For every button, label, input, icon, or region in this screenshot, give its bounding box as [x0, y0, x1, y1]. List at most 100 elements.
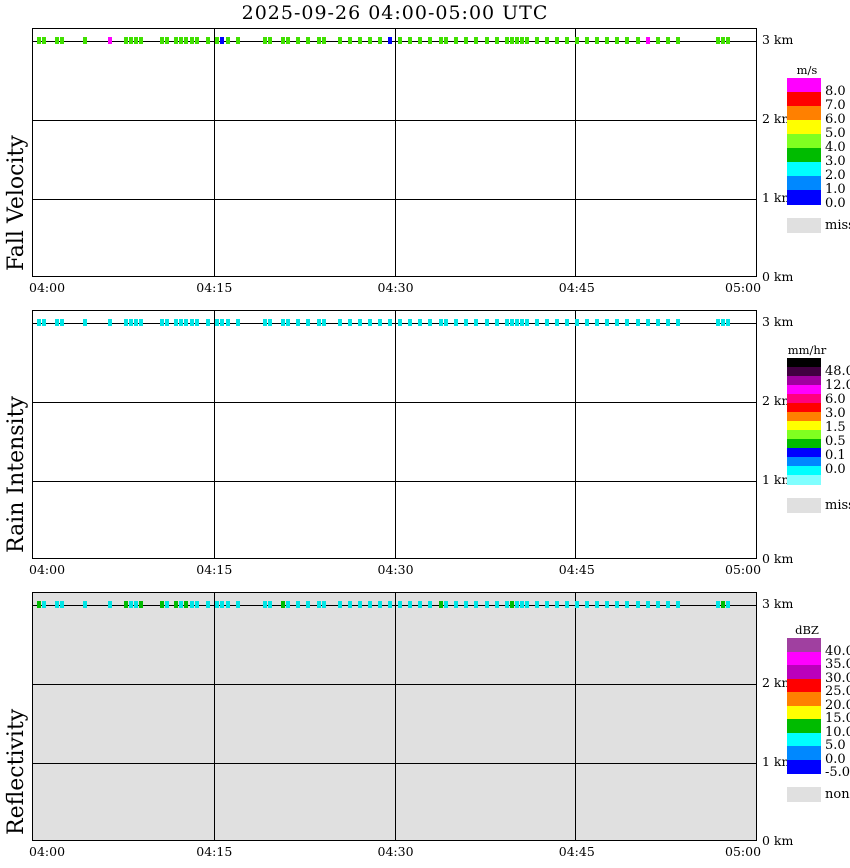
- data-point: [666, 319, 670, 326]
- data-point: [268, 37, 272, 44]
- data-point: [585, 37, 589, 44]
- data-point: [646, 37, 650, 44]
- colorbar-tick-label: 0.1: [825, 448, 846, 463]
- colorbar-band: [787, 678, 821, 693]
- data-point: [615, 37, 619, 44]
- data-point: [545, 37, 549, 44]
- data-point: [398, 319, 402, 326]
- data-point: [268, 601, 272, 608]
- data-point: [190, 601, 194, 608]
- colorbar-band: [787, 732, 821, 747]
- y-tick-label: 1 km: [762, 190, 794, 205]
- data-point: [636, 319, 640, 326]
- data-point: [510, 319, 514, 326]
- colorbar-tick-label: 4.0: [825, 140, 846, 155]
- colorbar-tick-label: 7.0: [825, 98, 846, 113]
- y-tick-label: 1 km: [762, 472, 794, 487]
- data-point: [575, 319, 579, 326]
- page-title: 2025-09-26 04:00-05:00 UTC: [241, 2, 549, 24]
- data-point: [226, 37, 230, 44]
- data-point: [348, 37, 352, 44]
- colorbar-missing-label: none: [825, 787, 850, 802]
- x-tick-label: 05:00: [725, 844, 762, 859]
- colorbar-band: [787, 106, 821, 121]
- data-point: [179, 319, 183, 326]
- data-point: [296, 601, 300, 608]
- gridline-vertical: [395, 29, 396, 276]
- data-point: [575, 37, 579, 44]
- data-point: [428, 601, 432, 608]
- data-point: [263, 37, 267, 44]
- colorbar-band: [787, 430, 821, 440]
- data-point: [555, 319, 559, 326]
- data-point: [428, 37, 432, 44]
- colorbar-tick-label: 2.0: [825, 168, 846, 183]
- data-point: [184, 37, 188, 44]
- data-point: [555, 37, 559, 44]
- data-point: [220, 601, 224, 608]
- data-point: [716, 601, 720, 608]
- data-point: [286, 601, 290, 608]
- data-point: [575, 601, 579, 608]
- colorbar-band: [787, 376, 821, 386]
- colorbar-band: [787, 759, 821, 774]
- data-point: [306, 37, 310, 44]
- data-point: [124, 37, 128, 44]
- data-point: [174, 37, 178, 44]
- data-point: [398, 37, 402, 44]
- data-point: [42, 319, 46, 326]
- data-point: [721, 319, 725, 326]
- data-point: [281, 319, 285, 326]
- data-point: [37, 37, 41, 44]
- colorbar-band: [787, 421, 821, 431]
- gridline-vertical: [575, 29, 576, 276]
- gridline-horizontal: [33, 199, 756, 200]
- data-point: [134, 37, 138, 44]
- data-point: [676, 319, 680, 326]
- data-point: [515, 319, 519, 326]
- data-point: [184, 319, 188, 326]
- data-point: [515, 37, 519, 44]
- data-point: [37, 601, 41, 608]
- gridline-vertical: [575, 593, 576, 840]
- data-point: [398, 601, 402, 608]
- data-point: [439, 319, 443, 326]
- data-point: [108, 319, 112, 326]
- colorbar-missing-swatch: [787, 218, 821, 233]
- data-point: [721, 37, 725, 44]
- data-point: [236, 601, 240, 608]
- y-tick-label: 3 km: [762, 314, 794, 329]
- x-tick-label: 04:30: [377, 844, 414, 859]
- colorbar-tick-label: 0.5: [825, 434, 846, 449]
- data-point: [666, 37, 670, 44]
- colorbar-band: [787, 448, 821, 458]
- y-tick-label: 2 km: [762, 675, 794, 690]
- data-point: [428, 319, 432, 326]
- data-point: [636, 601, 640, 608]
- data-point: [595, 37, 599, 44]
- colorbar-tick-label: 30.0: [825, 670, 850, 686]
- colorbar-missing-label: miss: [825, 498, 850, 513]
- data-point: [263, 601, 267, 608]
- data-point: [454, 601, 458, 608]
- colorbar-tick-label: 8.0: [825, 84, 846, 99]
- data-point: [215, 319, 219, 326]
- data-point: [726, 601, 730, 608]
- data-point: [378, 37, 382, 44]
- data-point: [368, 37, 372, 44]
- x-tick-label: 04:00: [29, 844, 66, 859]
- data-point: [605, 601, 609, 608]
- data-point: [378, 319, 382, 326]
- colorbar-band: [787, 162, 821, 177]
- data-point: [520, 319, 524, 326]
- x-tick-label: 04:00: [29, 280, 66, 295]
- x-tick-label: 04:45: [558, 280, 595, 295]
- gridline-horizontal: [33, 323, 756, 324]
- data-point: [83, 37, 87, 44]
- x-tick-label: 04:15: [196, 562, 233, 577]
- data-point: [215, 601, 219, 608]
- data-point: [322, 319, 326, 326]
- colorbar-tick-label: 0.0: [825, 751, 846, 767]
- data-point: [195, 319, 199, 326]
- data-point: [322, 37, 326, 44]
